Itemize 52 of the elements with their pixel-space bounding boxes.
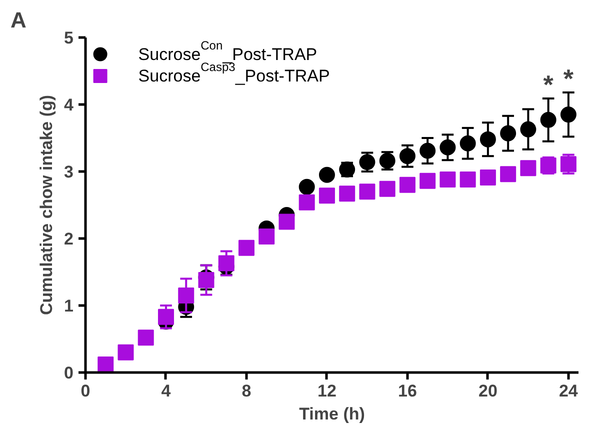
- point: [480, 131, 496, 148]
- point: [520, 160, 536, 176]
- point: [238, 240, 254, 256]
- point: [178, 287, 194, 304]
- point: [218, 255, 234, 272]
- point: [460, 135, 476, 152]
- point: [440, 172, 456, 188]
- x-axis-title: Time (h): [299, 404, 365, 424]
- x-tick-label: 16: [398, 382, 417, 400]
- point: [500, 166, 516, 182]
- x-tick-label: 4: [161, 382, 172, 400]
- point: [399, 148, 416, 164]
- chart-title: A: [10, 8, 26, 32]
- point: [500, 125, 516, 142]
- x-tick-label: 24: [558, 382, 578, 400]
- point: [540, 112, 556, 128]
- annotation: *: [543, 69, 554, 100]
- point: [298, 194, 315, 210]
- point: [480, 170, 496, 186]
- annotation: *: [563, 63, 574, 94]
- y-tick-label: 3: [64, 162, 74, 182]
- y-tick-label: 1: [64, 296, 74, 316]
- point: [520, 121, 536, 138]
- point: [379, 180, 396, 197]
- point: [98, 356, 114, 372]
- y-tick-label: 4: [64, 96, 74, 114]
- point: [560, 156, 576, 172]
- point: [440, 139, 456, 156]
- point: [339, 186, 356, 202]
- y-tick-label: 0: [64, 364, 74, 382]
- y-tick-label: 5: [64, 28, 74, 48]
- point: [138, 330, 154, 346]
- point: [420, 172, 436, 189]
- point: [118, 344, 134, 360]
- x-tick-label: 8: [242, 382, 252, 400]
- point: [399, 176, 416, 193]
- x-tick-label: 0: [80, 382, 90, 400]
- point: [258, 228, 275, 244]
- x-tick-label: 12: [318, 382, 336, 400]
- point: [460, 172, 476, 188]
- point: [278, 214, 295, 230]
- point: [318, 188, 335, 204]
- y-axis-title: Cumulative chow intake (g): [37, 94, 56, 316]
- point: [298, 178, 315, 195]
- point: [158, 308, 174, 325]
- point: [198, 272, 214, 288]
- y-tick-label: 2: [64, 230, 74, 248]
- point: [359, 184, 376, 200]
- point: [318, 166, 335, 183]
- point: [560, 106, 576, 123]
- x-tick-label: 20: [478, 382, 498, 400]
- point: [420, 142, 436, 159]
